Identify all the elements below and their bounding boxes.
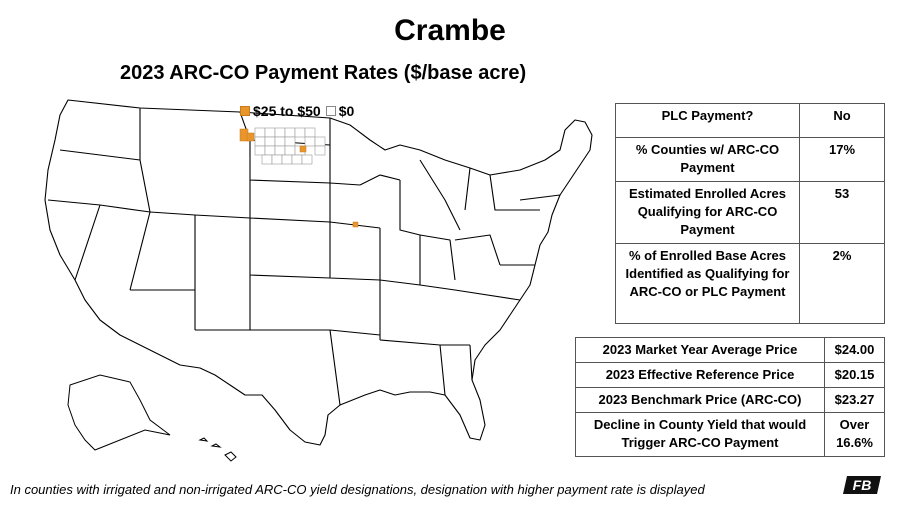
map-subtitle: 2023 ARC-CO Payment Rates ($/base acre) (120, 62, 527, 84)
table-row: 2023 Effective Reference Price $20.15 (575, 362, 885, 388)
logo-text: FB (853, 477, 872, 493)
farm-bureau-logo: FB (843, 476, 881, 494)
map-legend: $25 to $50 $0 (240, 103, 354, 119)
row-label: 2023 Effective Reference Price (575, 362, 825, 388)
us-outline (44, 99, 593, 446)
row-label: % of Enrolled Base Acres Identified as Q… (615, 243, 800, 324)
legend-label-zero: $0 (338, 103, 355, 119)
alaska (67, 374, 171, 451)
row-value: 53 (799, 181, 885, 244)
legend-item-payment: $25 to $50 (240, 103, 321, 119)
legend-item-zero: $0 (325, 103, 355, 119)
price-table: 2023 Market Year Average Price $24.00 20… (575, 337, 885, 457)
row-value: $23.27 (824, 387, 885, 413)
row-value: Over 16.6% (824, 412, 885, 457)
program-summary-table: PLC Payment? No % Counties w/ ARC-CO Pay… (615, 103, 885, 324)
county-grid-north-dakota (254, 127, 326, 165)
table-row: Decline in County Yield that would Trigg… (575, 412, 885, 457)
row-value: 2% (799, 243, 885, 324)
row-label: Decline in County Yield that would Trigg… (575, 412, 825, 457)
row-value: No (799, 103, 885, 138)
payment-counties (239, 128, 359, 228)
hawaii (198, 437, 237, 462)
table-row: % Counties w/ ARC-CO Payment 17% (615, 137, 885, 182)
legend-swatch-white (325, 106, 336, 116)
row-value: 17% (799, 137, 885, 182)
legend-label-payment: $25 to $50 (253, 103, 321, 119)
legend-swatch-orange (240, 106, 250, 116)
table-row: 2023 Market Year Average Price $24.00 (575, 337, 885, 363)
table-row: 2023 Benchmark Price (ARC-CO) $23.27 (575, 387, 885, 413)
footnote: In counties with irrigated and non-irrig… (10, 482, 705, 497)
row-label: Estimated Enrolled Acres Qualifying for … (615, 181, 800, 244)
row-value: $20.15 (824, 362, 885, 388)
row-label: 2023 Benchmark Price (ARC-CO) (575, 387, 825, 413)
table-row: PLC Payment? No (615, 103, 885, 138)
table-row: Estimated Enrolled Acres Qualifying for … (615, 181, 885, 244)
table-row: % of Enrolled Base Acres Identified as Q… (615, 243, 885, 324)
row-value: $24.00 (824, 337, 885, 363)
page-title: Crambe (394, 14, 506, 47)
row-label: % Counties w/ ARC-CO Payment (615, 137, 800, 182)
row-label: 2023 Market Year Average Price (575, 337, 825, 363)
row-label: PLC Payment? (615, 103, 800, 138)
